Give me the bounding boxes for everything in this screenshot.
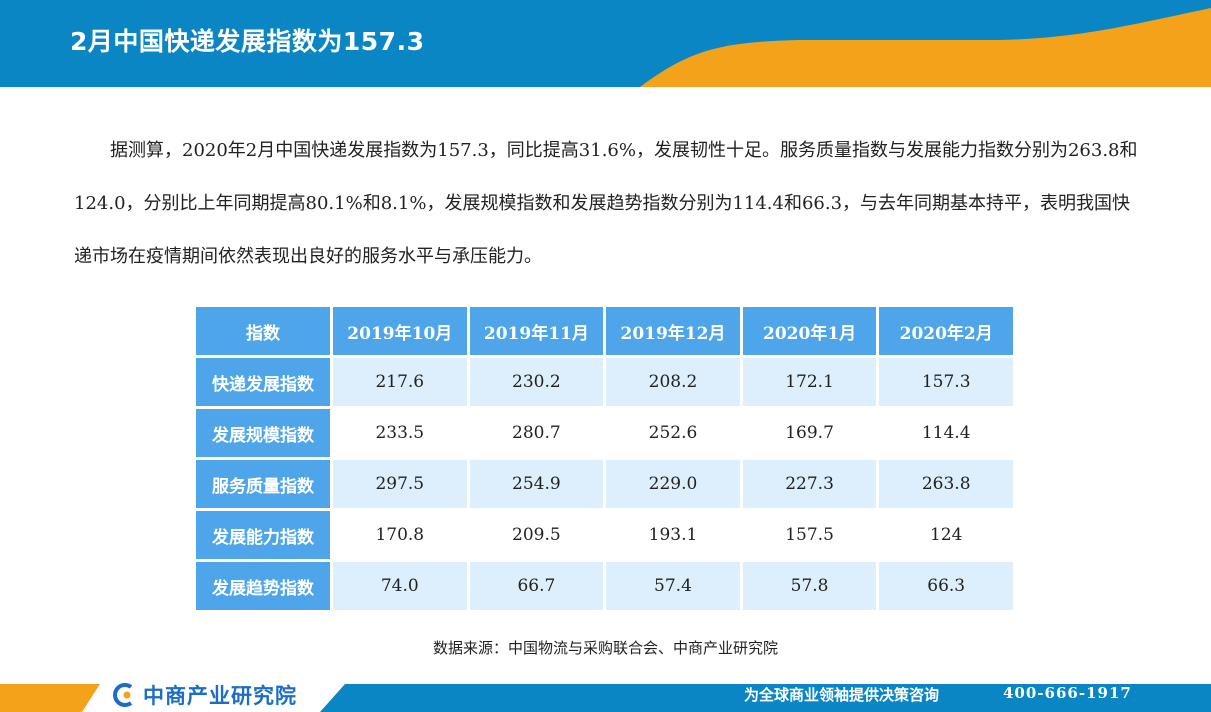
table-cell: 66.3 [876,559,1016,613]
table-cell: 193.1 [603,508,743,562]
table-row: 快递发展指数 217.6 230.2 208.2 172.1 157.3 [193,355,1016,409]
table-cell: 252.6 [603,406,743,460]
table-row: 服务质量指数 297.5 254.9 229.0 227.3 263.8 [193,457,1016,511]
row-label: 服务质量指数 [193,457,333,511]
row-label: 发展能力指数 [193,508,333,562]
table-cell: 229.0 [603,457,743,511]
row-label: 发展规模指数 [193,406,333,460]
logo-text: 中商产业研究院 [143,684,297,708]
table-cell: 57.4 [603,559,743,613]
table-cell: 227.3 [739,457,880,511]
page-title: 2月中国快递发展指数为157.3 [70,27,425,56]
table-header-cell: 2019年11月 [466,304,607,358]
company-logo: 中商产业研究院 [111,681,297,709]
table-cell: 217.6 [330,355,470,409]
table-header-cell: 2020年1月 [739,304,880,358]
table-cell: 74.0 [330,559,470,613]
table-row: 发展趋势指数 74.0 66.7 57.4 57.8 66.3 [193,559,1016,613]
table-header-row: 指数 2019年10月 2019年11月 2019年12月 2020年1月 20… [193,304,1016,358]
table-cell: 233.5 [330,406,470,460]
table-header-cell: 2019年12月 [603,304,743,358]
table-cell: 157.5 [739,508,880,562]
table-cell: 209.5 [466,508,607,562]
table-cell: 114.4 [876,406,1016,460]
table-cell: 208.2 [603,355,743,409]
table-row: 发展规模指数 233.5 280.7 252.6 169.7 114.4 [193,406,1016,460]
footer-phone: 400-666-1917 [1003,684,1132,702]
table-cell: 172.1 [739,355,880,409]
data-source-note: 数据来源：中国物流与采购联合会、中商产业研究院 [432,639,778,657]
header-background [0,0,1211,87]
summary-text: 据测算，2020年2月中国快递发展指数为157.3，同比提高31.6%，发展韧性… [74,140,1138,267]
footer-bar [0,676,1211,712]
header-banner: 2月中国快递发展指数为157.3 [0,0,1211,87]
table-cell: 124 [876,508,1016,562]
table-cell: 169.7 [739,406,880,460]
table-header-cell: 指数 [193,304,333,358]
zhongshang-logo-icon [111,682,137,708]
table-cell: 157.3 [876,355,1016,409]
table-header-cell: 2020年2月 [876,304,1016,358]
table-row: 发展能力指数 170.8 209.5 193.1 157.5 124 [193,508,1016,562]
express-index-table: 指数 2019年10月 2019年11月 2019年12月 2020年1月 20… [193,304,1016,613]
table-cell: 230.2 [466,355,607,409]
footer-slogan: 为全球商业领袖提供决策咨询 [744,686,940,704]
table-cell: 170.8 [330,508,470,562]
summary-paragraph: 据测算，2020年2月中国快递发展指数为157.3，同比提高31.6%，发展韧性… [74,124,1144,283]
row-label: 快递发展指数 [193,355,333,409]
table-cell: 57.8 [739,559,880,613]
footer-background [0,684,1211,712]
table-cell: 297.5 [330,457,470,511]
table-cell: 280.7 [466,406,607,460]
row-label: 发展趋势指数 [193,559,333,613]
table-cell: 263.8 [876,457,1016,511]
table-cell: 66.7 [466,559,607,613]
table-cell: 254.9 [466,457,607,511]
table-header-cell: 2019年10月 [330,304,470,358]
